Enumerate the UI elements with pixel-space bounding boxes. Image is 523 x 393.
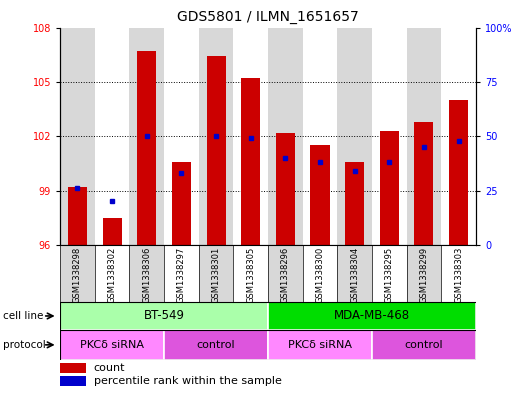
- Bar: [60, 302, 268, 330]
- Bar: [60, 245, 95, 302]
- Bar: [129, 28, 164, 245]
- Text: GSM1338304: GSM1338304: [350, 246, 359, 303]
- Text: PKCδ siRNA: PKCδ siRNA: [80, 340, 144, 350]
- Text: GSM1338295: GSM1338295: [385, 246, 394, 303]
- Bar: [60, 28, 95, 245]
- Text: GSM1338303: GSM1338303: [454, 246, 463, 303]
- Bar: [345, 162, 364, 245]
- Bar: [407, 245, 441, 302]
- Bar: [449, 100, 468, 245]
- Text: cell line: cell line: [3, 311, 43, 321]
- Bar: [103, 218, 122, 245]
- Bar: [372, 28, 407, 245]
- Bar: [303, 245, 337, 302]
- Text: count: count: [94, 363, 126, 373]
- Bar: [268, 28, 303, 245]
- Text: MDA-MB-468: MDA-MB-468: [334, 309, 410, 323]
- Text: GSM1338301: GSM1338301: [212, 246, 221, 303]
- Bar: [164, 245, 199, 302]
- Bar: [164, 330, 268, 360]
- Bar: [268, 302, 476, 330]
- Bar: [441, 28, 476, 245]
- Title: GDS5801 / ILMN_1651657: GDS5801 / ILMN_1651657: [177, 10, 359, 24]
- Text: GSM1338306: GSM1338306: [142, 246, 151, 303]
- Bar: [372, 330, 476, 360]
- Bar: [441, 245, 476, 302]
- Bar: [164, 28, 199, 245]
- Bar: [407, 28, 441, 245]
- Bar: [372, 245, 407, 302]
- Text: protocol: protocol: [3, 340, 46, 350]
- Bar: [60, 376, 86, 386]
- Bar: [414, 122, 434, 245]
- Bar: [337, 245, 372, 302]
- Bar: [129, 245, 164, 302]
- Bar: [268, 245, 303, 302]
- Bar: [337, 28, 372, 245]
- Bar: [172, 162, 191, 245]
- Text: percentile rank within the sample: percentile rank within the sample: [94, 376, 282, 386]
- Bar: [60, 362, 86, 373]
- Bar: [137, 51, 156, 245]
- Text: BT-549: BT-549: [144, 309, 185, 323]
- Bar: [233, 245, 268, 302]
- Bar: [207, 57, 225, 245]
- Bar: [95, 28, 129, 245]
- Text: GSM1338299: GSM1338299: [419, 246, 428, 303]
- Text: control: control: [405, 340, 444, 350]
- Bar: [268, 330, 372, 360]
- Bar: [199, 28, 233, 245]
- Text: GSM1338300: GSM1338300: [315, 246, 324, 303]
- Bar: [303, 28, 337, 245]
- Text: GSM1338305: GSM1338305: [246, 246, 255, 303]
- Bar: [233, 28, 268, 245]
- Bar: [276, 132, 295, 245]
- Text: GSM1338302: GSM1338302: [108, 246, 117, 303]
- Text: PKCδ siRNA: PKCδ siRNA: [288, 340, 352, 350]
- Bar: [68, 187, 87, 245]
- Bar: [95, 245, 129, 302]
- Text: GSM1338296: GSM1338296: [281, 246, 290, 303]
- Bar: [380, 131, 399, 245]
- Bar: [311, 145, 329, 245]
- Bar: [60, 330, 164, 360]
- Bar: [241, 78, 260, 245]
- Text: GSM1338297: GSM1338297: [177, 246, 186, 303]
- Bar: [199, 245, 233, 302]
- Text: GSM1338298: GSM1338298: [73, 246, 82, 303]
- Text: control: control: [197, 340, 235, 350]
